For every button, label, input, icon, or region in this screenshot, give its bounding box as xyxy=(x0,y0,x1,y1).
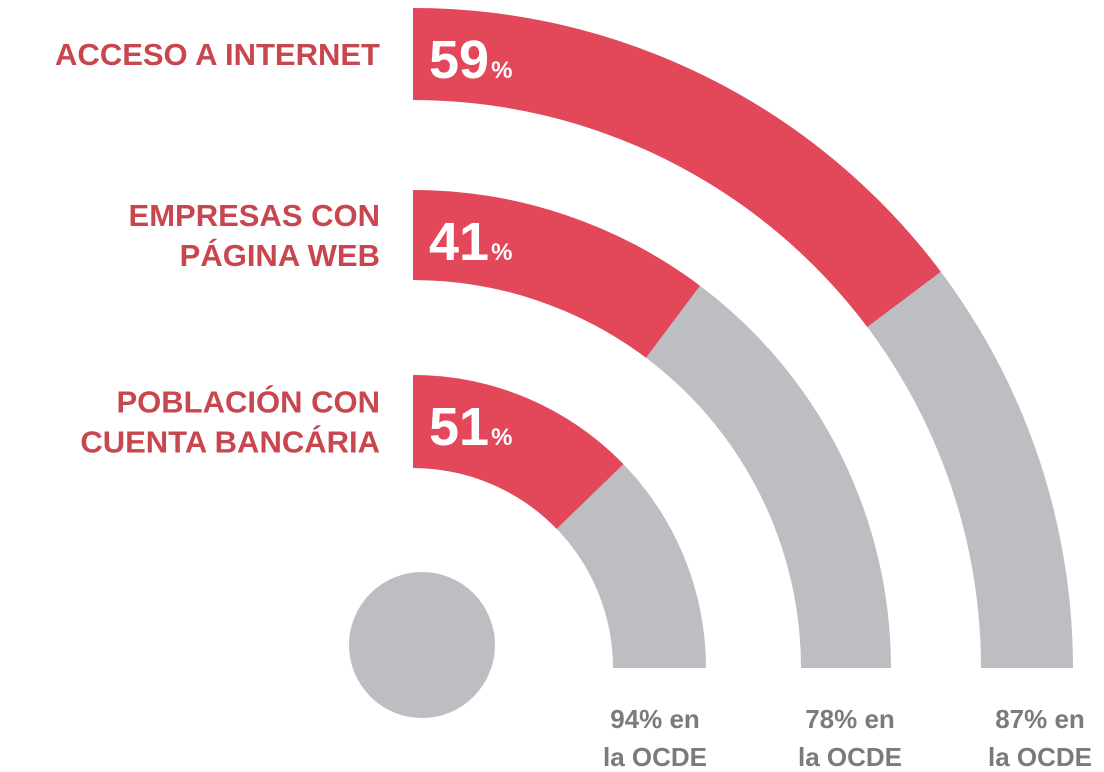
arc-bar xyxy=(413,375,624,529)
value-number: 41 xyxy=(429,212,489,272)
value-unit: % xyxy=(491,239,512,266)
category-label: CUENTA BANCÁRIA xyxy=(80,425,380,460)
value-number: 51 xyxy=(429,397,489,457)
reference-label: 78% en xyxy=(805,704,895,734)
wifi-dot xyxy=(349,572,495,718)
value-number: 59 xyxy=(429,30,489,90)
category-label: PÁGINA WEB xyxy=(180,238,380,273)
value-label: 51% xyxy=(429,397,512,457)
value-label: 59% xyxy=(429,30,512,90)
reference-label: la OCDE xyxy=(988,742,1092,772)
category-label: EMPRESAS CON xyxy=(129,198,380,233)
arc-bar xyxy=(413,8,941,327)
reference-label: 87% en xyxy=(995,704,1085,734)
category-label: ACCESO A INTERNET xyxy=(55,37,380,72)
reference-label: la OCDE xyxy=(798,742,902,772)
arc-bar xyxy=(413,190,701,358)
value-unit: % xyxy=(491,57,512,84)
category-label: POBLACIÓN CON xyxy=(117,384,381,420)
reference-label: 94% en xyxy=(610,704,700,734)
reference-label: la OCDE xyxy=(603,742,707,772)
value-label: 41% xyxy=(429,212,512,272)
value-unit: % xyxy=(491,424,512,451)
